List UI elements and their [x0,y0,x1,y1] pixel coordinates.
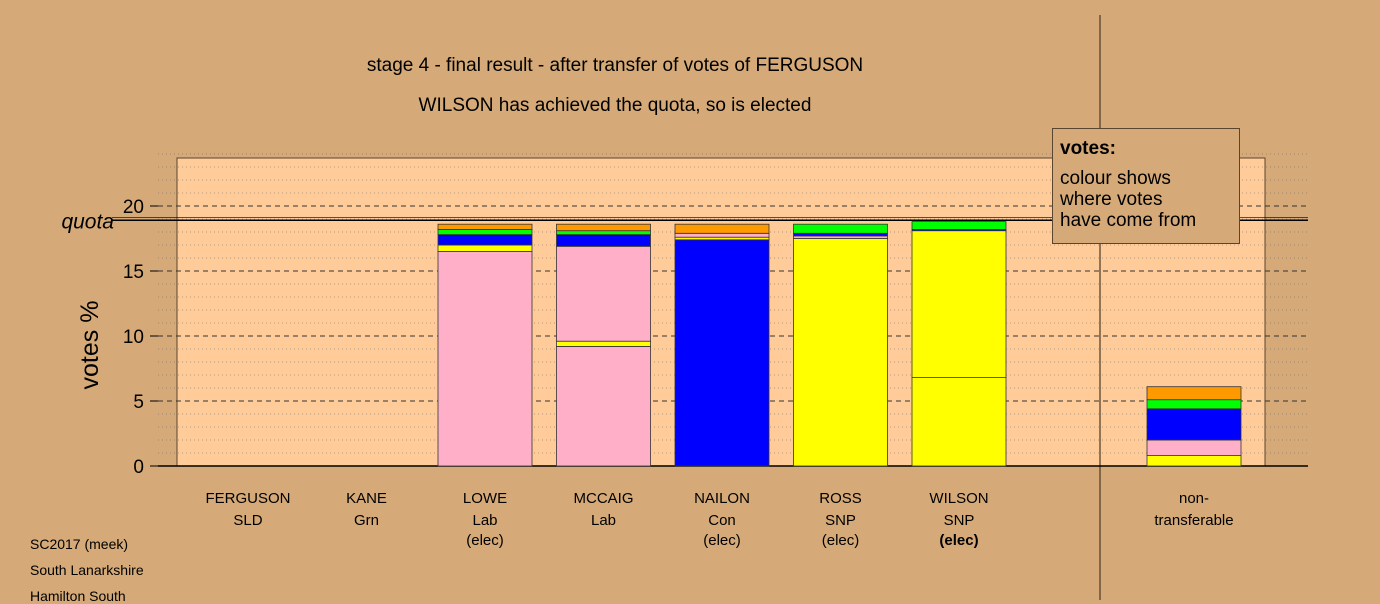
candidate-party-label: SNP [944,512,975,529]
bar-nailon-segment [674,239,770,467]
bar-wilson-segment [911,377,1007,467]
candidate-status-label: (elec) [939,532,978,549]
bar-mccaig-segment [556,234,651,247]
quota-label: quota [61,210,114,233]
legend-line: colour shows [1060,168,1171,189]
footer-election: SC2017 (meek) [30,536,129,552]
nontransferable-label: non- [1179,490,1209,507]
y-tick-label: 15 [123,262,144,283]
candidate-name-label: KANE [346,490,387,507]
bar-mccaig-segment [556,245,651,342]
candidate-name-label: NAILON [694,490,750,507]
bar-ross-segment [793,238,888,467]
candidate-status-label: (elec) [822,532,860,549]
y-tick-label: 10 [123,327,144,348]
bar-lowe-segment [437,251,533,467]
candidate-party-label: SLD [233,512,262,529]
bar-lowe-segment [437,228,533,235]
footer-council: South Lanarkshire [30,562,144,578]
bar-nailon-segment [674,223,770,234]
candidate-name-label: WILSON [929,490,988,507]
legend-line: where votes [1060,189,1163,210]
bar-nontransferable-segment [1146,408,1242,441]
bar-wilson-segment [911,221,1007,230]
bar-nontransferable-segment [1146,455,1242,467]
bar-nontransferable-segment [1146,386,1242,401]
candidate-status-label: (elec) [466,532,504,549]
chart-subtitle: WILSON has achieved the quota, so is ele… [418,95,812,116]
bar-lowe-segment [437,244,533,252]
candidate-name-label: LOWE [463,490,507,507]
bar-wilson-segment [911,230,1007,378]
bar-ross-segment [793,223,888,234]
legend-line: have come from [1060,210,1197,231]
bar-mccaig-segment [556,230,651,235]
candidate-party-label: SNP [825,512,856,529]
candidate-party-label: Grn [354,512,379,529]
bar-lowe-segment [437,223,533,230]
footer-ward: Hamilton South [30,588,126,604]
bar-mccaig-segment [556,340,651,347]
legend: votes: colour shows where votes have com… [1052,128,1240,244]
legend-heading: votes: [1060,138,1116,159]
candidate-name-label: FERGUSON [205,490,290,507]
y-tick-label: 5 [133,392,144,413]
bar-nailon-segment [674,232,770,238]
candidate-party-label: Con [708,512,736,529]
chart-title: stage 4 - final result - after transfer … [366,55,864,76]
nontransferable-label: transferable [1154,512,1233,529]
bar-nontransferable-segment [1146,439,1242,457]
bar-mccaig-segment [556,223,651,232]
candidate-party-label: Lab [591,512,616,529]
bar-mccaig-segment [556,345,651,467]
bar-nontransferable-segment [1146,399,1242,410]
y-axis-label: votes % [76,301,104,390]
y-tick-label: 20 [123,197,144,218]
candidate-party-label: Lab [472,512,497,529]
bar-lowe-segment [437,234,533,246]
y-tick-label: 0 [133,457,144,478]
candidate-name-label: MCCAIG [574,490,634,507]
candidate-status-label: (elec) [703,532,741,549]
candidate-name-label: ROSS [819,490,862,507]
